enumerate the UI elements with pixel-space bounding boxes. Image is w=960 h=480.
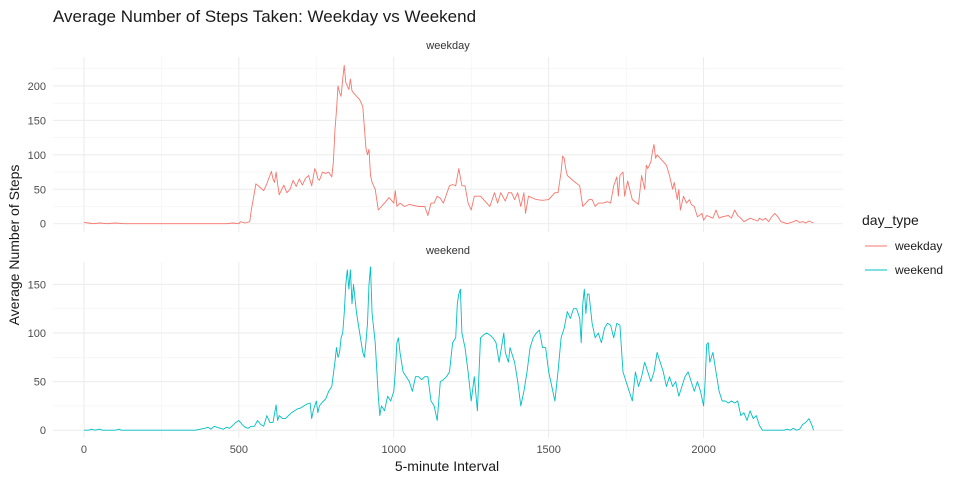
y-tick-label: 0 bbox=[40, 219, 46, 231]
y-tick-label: 200 bbox=[28, 81, 46, 93]
y-axis-title: Average Number of Steps bbox=[6, 165, 22, 326]
x-tick-label: 500 bbox=[230, 444, 248, 456]
x-tick-label: 1500 bbox=[536, 444, 560, 456]
facet-label-weekend: weekend bbox=[425, 245, 470, 257]
facet-label-weekday: weekday bbox=[425, 40, 470, 52]
legend: day_type weekday weekend bbox=[862, 212, 943, 277]
x-axis-title: 5-minute Interval bbox=[395, 458, 499, 474]
y-tick-label: 150 bbox=[28, 115, 46, 127]
y-tick-label: 100 bbox=[28, 150, 46, 162]
x-tick-label: 2000 bbox=[691, 444, 715, 456]
x-tick-label: 1000 bbox=[382, 444, 406, 456]
y-tick-label: 150 bbox=[28, 279, 46, 291]
series-line-weekend bbox=[84, 266, 815, 431]
series-line-weekday bbox=[83, 64, 814, 225]
y-tick-label: 0 bbox=[40, 425, 46, 437]
x-tick-label: 0 bbox=[81, 444, 87, 456]
facet-panel-weekday: weekday 0 50 100 150 200 bbox=[28, 40, 843, 232]
legend-title: day_type bbox=[862, 212, 919, 228]
y-tick-label: 50 bbox=[34, 377, 46, 389]
y-tick-label: 50 bbox=[34, 184, 46, 196]
chart-title: Average Number of Steps Taken: Weekday v… bbox=[53, 7, 476, 26]
facet-panel-weekend: weekend 0 50 100 150 bbox=[28, 245, 843, 438]
legend-label-weekend: weekend bbox=[894, 263, 943, 277]
legend-label-weekday: weekday bbox=[894, 239, 942, 253]
y-tick-label: 100 bbox=[28, 328, 46, 340]
